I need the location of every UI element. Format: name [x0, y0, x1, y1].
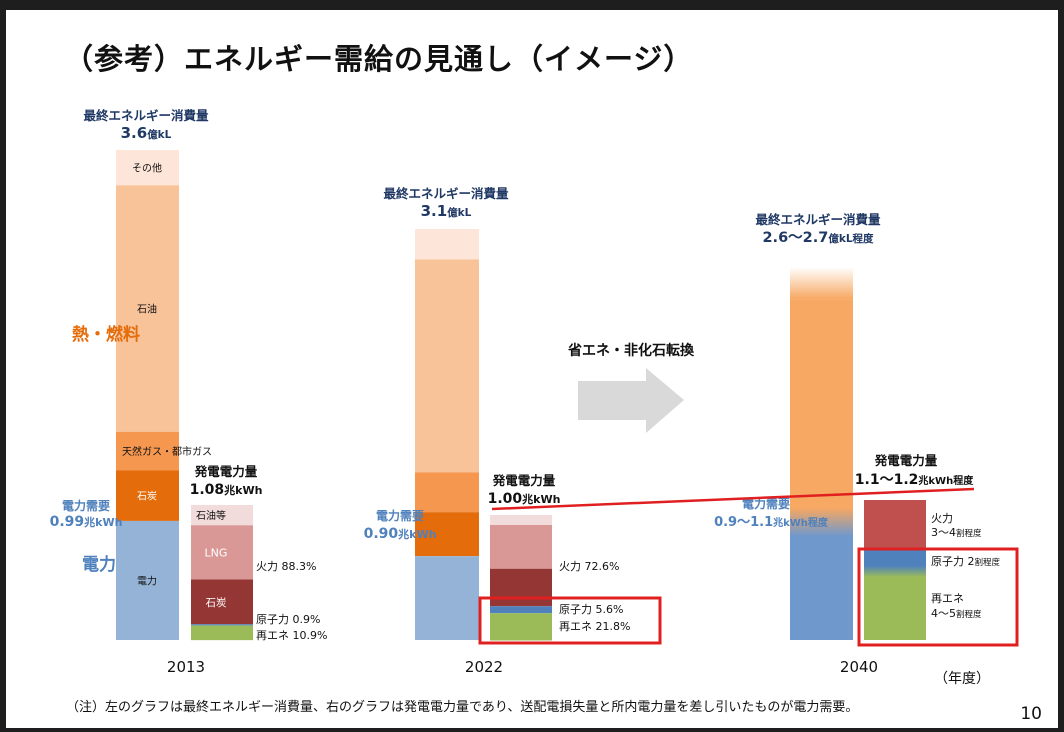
final-energy-value-2022: 3.1億kL	[421, 202, 472, 220]
power-generation-value-2013: 1.08兆kWh	[190, 482, 263, 498]
power-generation-label-2022: 発電電力量	[492, 473, 556, 488]
power-2022-renewable-segment	[490, 613, 552, 641]
power-2013-lng-segment	[191, 525, 253, 580]
power-2040-renewable-segment	[864, 577, 926, 640]
energy-2040-transition-band	[790, 508, 853, 537]
nuclear-share-2013: 原子力 0.9%	[256, 613, 320, 626]
final-energy-label-2040: 最終エネルギー消費量	[755, 212, 881, 227]
highlight-box-2022	[478, 596, 662, 645]
footnote: （注）左のグラフは最終エネルギー消費量、右のグラフは発電電力量であり、送配電損失…	[66, 700, 859, 715]
label-power-oil: 石油等	[196, 509, 226, 522]
power-2022-lng-segment	[490, 525, 552, 569]
final-energy-label-2013: 最終エネルギー消費量	[83, 108, 209, 123]
page-number: 10	[1020, 704, 1042, 724]
energy-2022-electricity-segment	[415, 556, 479, 640]
power-2022-oil-segment	[490, 515, 552, 525]
year-label-2013: 2013	[167, 658, 205, 676]
slide: （参考）エネルギー需給の見通し（イメージ） その他 石油 天然ガス・都市ガス 石炭 電力…	[6, 10, 1058, 728]
final-energy-label-2022: 最終エネルギー消費量	[383, 186, 509, 201]
energy-2040-oil-segment	[790, 299, 853, 523]
power-2022-coal-segment	[490, 568, 552, 607]
energy-2040-electricity-segment	[790, 522, 853, 640]
power-2013-nuclear-segment	[191, 624, 253, 626]
generation-trend-line	[491, 487, 975, 511]
renewable-share-2013: 再エネ 10.9%	[256, 629, 327, 642]
thermal-share-2022: 火力 72.6%	[559, 560, 619, 573]
final-energy-value-2040: 2.6〜2.7億kL程度	[762, 230, 874, 246]
energy-2013-oil-segment	[116, 185, 179, 432]
power-generation-value-2040: 1.1〜1.2兆kWh程度	[855, 472, 974, 488]
energy-2013-gas-segment	[116, 431, 179, 471]
label-gas: 天然ガス・都市ガス	[122, 445, 212, 458]
thermal-share-2013: 火力 88.3%	[256, 560, 316, 573]
power-2040-thermal-segment	[864, 500, 926, 549]
highlight-box-2040	[857, 547, 1019, 647]
page-title: （参考）エネルギー需給の見通し（イメージ）	[64, 42, 694, 76]
energy-2022-gas-segment	[415, 472, 479, 513]
energy-2013-electricity-segment	[116, 520, 179, 640]
power-2013-renewable-segment	[191, 625, 253, 641]
transition-arrow	[578, 368, 684, 433]
power-2013-oil-segment	[191, 505, 253, 526]
power-generation-label-2013: 発電電力量	[194, 464, 258, 479]
energy-2022-oil-segment	[415, 259, 479, 473]
heat-fuel-side-label: 熱・燃料	[72, 324, 140, 345]
nuclear-range-2040: 原子力 2割程度	[931, 555, 1001, 568]
transition-arrow-label: 省エネ・非化石転換	[567, 342, 695, 359]
electricity-side-label: 電力	[82, 554, 116, 575]
energy-2040-range-band	[790, 267, 853, 300]
electricity-demand-label-2022: 電力需要	[376, 508, 424, 523]
power-2013-coal-segment	[191, 579, 253, 625]
energy-2013-other-segment	[116, 150, 179, 186]
energy-2022-other-segment	[415, 229, 479, 260]
power-2022-nuclear-segment	[490, 606, 552, 614]
thermal-range-2040: 3〜4割程度	[931, 526, 982, 539]
power-generation-value-2022: 1.00兆kWh	[488, 491, 561, 507]
energy-2013-coal-segment	[116, 470, 179, 521]
electricity-demand-label-2040: 電力需要	[742, 496, 790, 511]
renewable-range-2040: 4〜5割程度	[931, 607, 982, 620]
power-2040-nuclear-segment	[864, 549, 926, 577]
label-coal: 石炭	[137, 491, 157, 503]
electricity-demand-value-2022: 0.90兆kWh	[364, 526, 437, 542]
power-generation-label-2040: 発電電力量	[874, 453, 938, 468]
final-energy-value-2013: 3.6億kL	[121, 124, 172, 142]
nuclear-share-2022: 原子力 5.6%	[559, 603, 623, 616]
electricity-demand-label-2013: 電力需要	[62, 498, 110, 513]
label-other: その他	[132, 162, 162, 175]
energy-outlook-chart: その他石油天然ガス・都市ガス石炭電力最終エネルギー消費量3.6億kL石油等LNG…	[50, 108, 1019, 676]
year-unit-label: （年度）	[934, 671, 990, 687]
label-power-lng: LNG	[205, 546, 228, 559]
label-electricity: 電力	[137, 574, 157, 587]
energy-2022-coal-segment	[415, 512, 479, 557]
year-label-2022: 2022	[465, 658, 503, 676]
renewable-label-2040: 再エネ	[931, 592, 964, 605]
year-label-2040: 2040	[840, 658, 878, 676]
renewable-share-2022: 再エネ 21.8%	[559, 620, 630, 633]
label-power-coal: 石炭	[206, 597, 227, 609]
electricity-demand-value-2040: 0.9〜1.1兆kWh程度	[714, 515, 829, 530]
thermal-label-2040: 火力	[931, 512, 953, 525]
electricity-demand-value-2013: 0.99兆kWh	[50, 514, 123, 530]
label-oil: 石油	[137, 303, 157, 316]
